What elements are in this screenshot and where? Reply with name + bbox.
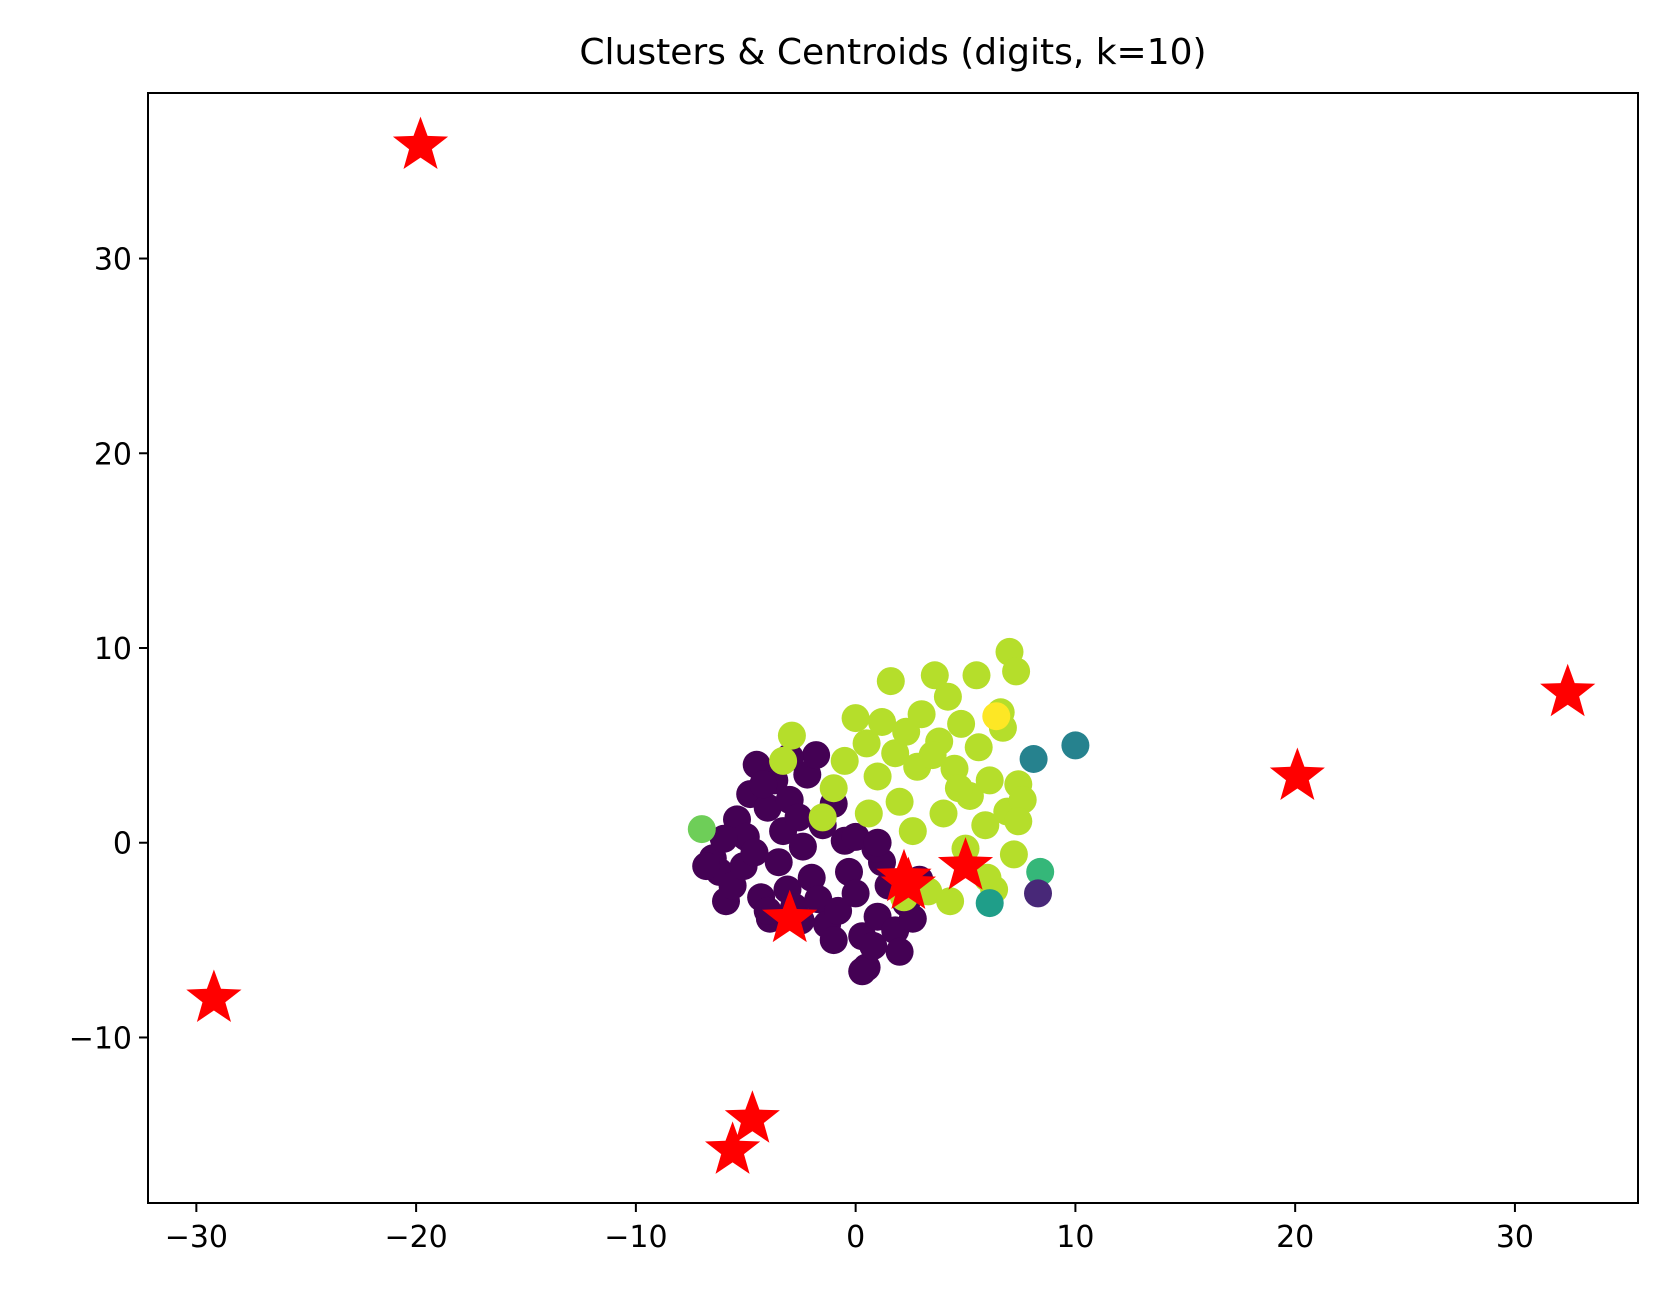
- data-point: [797, 863, 826, 892]
- data-point: [692, 852, 721, 881]
- data-point: [1008, 785, 1037, 814]
- centroid-star-icon: [724, 1090, 780, 1143]
- data-point: [802, 741, 831, 770]
- data-point: [852, 729, 881, 758]
- data-point: [971, 811, 1000, 840]
- data-point: [975, 766, 1004, 795]
- centroid-star-icon: [762, 889, 818, 943]
- data-point: [863, 762, 892, 791]
- data-point: [1019, 745, 1048, 773]
- y-tick-label: 20: [94, 437, 132, 472]
- data-point: [854, 799, 883, 828]
- data-point: [784, 803, 813, 832]
- centroid-star-icon: [937, 837, 994, 890]
- x-tick-label: −10: [604, 1220, 667, 1255]
- data-point: [819, 926, 848, 955]
- data-point: [740, 838, 769, 867]
- y-tick-label: 0: [113, 827, 132, 862]
- data-point: [885, 787, 914, 816]
- data-point: [764, 848, 793, 877]
- data-point: [929, 799, 958, 828]
- data-point: [933, 682, 962, 711]
- data-points-layer: [687, 637, 1090, 986]
- data-point: [982, 702, 1011, 731]
- data-point: [920, 661, 949, 690]
- x-tick-label: −20: [384, 1220, 447, 1255]
- centroid-star-icon: [705, 1121, 761, 1174]
- data-point: [999, 840, 1028, 869]
- data-point: [1002, 657, 1031, 686]
- data-point: [841, 879, 870, 908]
- x-tick-label: 30: [1496, 1220, 1534, 1255]
- data-point: [918, 741, 947, 770]
- data-point: [788, 832, 817, 861]
- data-point: [1024, 879, 1052, 908]
- y-tick-label: 10: [94, 632, 132, 667]
- data-point: [1004, 807, 1033, 836]
- data-point: [687, 815, 716, 844]
- x-tick-label: 20: [1276, 1220, 1314, 1255]
- data-point: [777, 721, 806, 750]
- data-point: [848, 957, 877, 986]
- data-point: [808, 803, 837, 832]
- data-point: [753, 793, 782, 822]
- data-point: [898, 817, 927, 846]
- y-axis: −10 0 10 20 30: [69, 243, 148, 1056]
- data-point: [962, 661, 991, 690]
- data-point: [1026, 857, 1055, 886]
- data-point: [947, 709, 976, 738]
- y-tick-label: 30: [94, 243, 132, 278]
- data-point: [964, 733, 993, 762]
- plot-frame: [147, 92, 1639, 1204]
- centroid-star-icon: [880, 856, 936, 909]
- centroid-star-icon: [186, 969, 242, 1022]
- data-point: [863, 828, 892, 857]
- data-point: [1061, 731, 1090, 760]
- data-point: [835, 857, 863, 886]
- data-point: [907, 700, 936, 729]
- data-point: [824, 896, 853, 925]
- data-point: [769, 746, 798, 775]
- data-point: [841, 704, 870, 733]
- data-point: [841, 822, 870, 851]
- data-point: [975, 889, 1004, 918]
- data-point: [868, 708, 896, 736]
- x-axis: −30 −20 −10 0 10 20 30: [165, 1203, 1534, 1255]
- data-point: [830, 746, 859, 775]
- data-point: [819, 774, 848, 803]
- centroid-star-icon: [1269, 747, 1325, 800]
- data-point: [749, 770, 778, 799]
- data-point: [936, 887, 965, 916]
- centroids-layer: [186, 116, 1596, 1174]
- centroid-star-icon: [1540, 663, 1596, 717]
- data-point: [709, 824, 738, 853]
- chart-title: Clusters & Centroids (digits, k=10): [579, 32, 1206, 73]
- y-tick-label: −10: [69, 1021, 132, 1056]
- data-point: [859, 931, 888, 960]
- centroid-star-icon: [392, 116, 449, 169]
- data-point: [944, 774, 973, 803]
- data-point: [876, 667, 905, 696]
- data-point: [885, 937, 914, 966]
- data-point: [898, 904, 927, 933]
- x-tick-label: −30: [165, 1220, 228, 1255]
- data-point: [881, 739, 910, 768]
- x-tick-label: 10: [1056, 1220, 1094, 1255]
- x-tick-label: 0: [846, 1220, 865, 1255]
